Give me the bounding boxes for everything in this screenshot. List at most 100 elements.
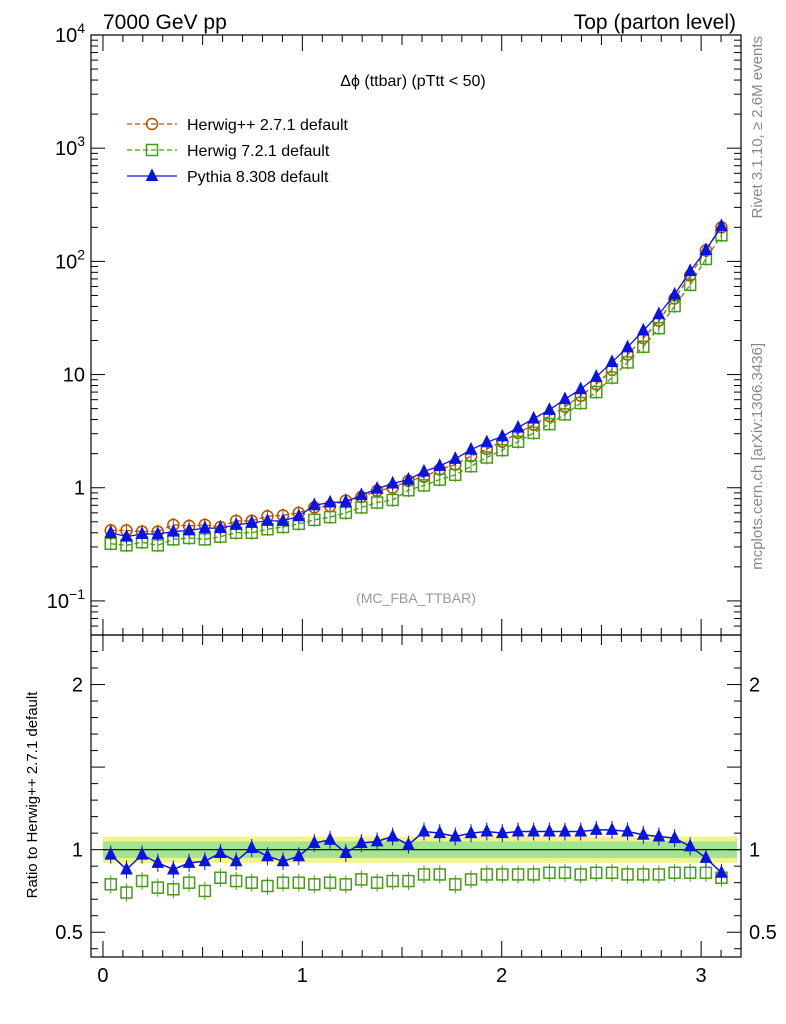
data-point [433,473,446,486]
ratio-data-point [402,874,415,888]
ratio-data-point [355,835,368,849]
ratio-data-point [558,866,572,880]
data-point [511,435,525,448]
legend-marker [145,117,159,131]
ratio-data-point [574,868,587,881]
ratio-data-point [104,878,117,891]
ratio-data-point [323,876,337,889]
ratio-data-point [135,874,149,888]
series-0 [104,220,728,539]
data-point [605,354,619,368]
data-point [402,471,415,485]
ratio-data-point [198,884,212,898]
legend-marker [145,143,159,157]
ratio-data-point [214,845,227,858]
data-point [480,451,494,464]
ratio-data-point [182,876,196,889]
ratio-data-point [683,838,697,852]
legend-marker [145,168,159,181]
ratio-data-point [543,823,556,837]
data-point [543,417,556,431]
ratio-y-tick-label: 0.5 [55,922,83,944]
series-line [110,234,723,546]
legend-label: Pythia 8.308 default [187,169,329,186]
data-point [637,340,650,354]
ratio-data-point [308,835,321,849]
data-point [386,475,399,489]
series-line [110,225,723,538]
data-point [135,526,149,540]
data-point [605,371,619,384]
ratio-data-point [151,855,165,868]
data-point [308,513,321,527]
ratio-data-point [417,868,431,881]
data-point [543,402,556,415]
ratio-data-point [323,832,337,845]
analysis-watermark: (MC_FBA_TTBAR) [356,590,476,606]
data-point [621,339,634,353]
ratio-data-point [104,847,118,860]
ratio-series-0 [104,863,728,902]
ratio-data-point [135,847,149,860]
ratio-plot: 0 1 2 3 0.5 0.5 1 1 2 2 Ratio to Herwig++ 2.7.1 d… [24,634,777,987]
data-point [292,508,306,522]
ratio-data-point [511,823,525,837]
ratio-data-point [589,822,603,835]
ratio-data-point [652,868,666,881]
data-point [167,523,180,537]
data-point [621,356,634,369]
ratio-data-point [636,827,650,840]
data-point [574,381,588,395]
data-point [652,306,666,320]
data-point [496,428,509,442]
ratio-data-point [292,876,306,889]
ratio-data-point [589,866,603,880]
ratio-line [110,829,722,874]
data-point [386,493,399,507]
ratio-data-point [715,865,728,878]
data-point [668,286,681,300]
data-point [636,322,650,336]
ratio-data-point [496,825,509,839]
y-tick-label: 1 [74,478,85,500]
ratio-data-point [370,833,384,847]
ratio-data-point [652,828,666,842]
plot-title: Δϕ (ttbar) (pTtt < 50) [340,73,485,90]
ratio-data-point [229,874,243,888]
data-point [417,463,431,477]
ratio-data-point [527,823,540,837]
ratio-data-point [214,871,227,884]
data-point [355,487,368,501]
data-point [589,369,603,382]
ratio-data-point [699,866,713,880]
ratio-data-point [276,876,290,889]
ratio-data-point [386,828,399,842]
ratio-data-point [480,823,494,837]
ratio-data-point [261,879,274,893]
ratio-data-point [449,878,462,891]
ratio-ylabel: Ratio to Herwig++ 2.7.1 default [24,691,41,899]
data-point [417,479,431,492]
ratio-data-point [339,878,353,891]
data-point [558,408,572,421]
ratio-data-point [621,868,634,881]
ratio-data-point [167,861,180,875]
data-point [198,520,212,534]
data-point [683,263,697,277]
ratio-data-point [151,881,165,894]
y-tick-label: 104 [55,20,85,47]
data-point [527,411,540,424]
ratio-data-point [339,845,353,858]
data-point [699,242,713,256]
data-point [496,443,509,457]
ratio-data-point [370,876,384,889]
data-point [480,434,494,448]
ratio-data-point [261,848,274,862]
data-point [104,525,118,538]
ratio-data-point [120,886,133,899]
ratio-data-point [167,883,180,896]
header-left: 7000 GeV pp [103,11,227,34]
data-point [448,451,462,464]
ratio-data-point [308,878,321,891]
legend: Herwig++ 2.7.1 default Herwig 7.2.1 defau… [127,117,349,186]
